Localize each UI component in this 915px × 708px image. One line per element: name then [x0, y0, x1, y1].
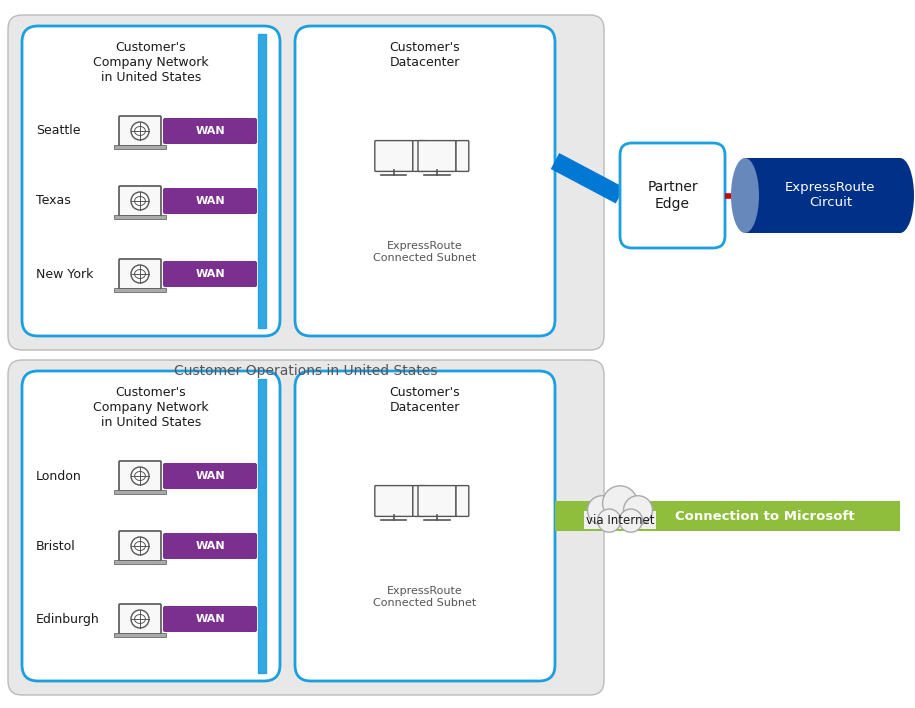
Text: WAN: WAN [195, 196, 225, 206]
Text: Customer's
Datacenter: Customer's Datacenter [390, 41, 460, 69]
FancyBboxPatch shape [22, 371, 280, 681]
FancyBboxPatch shape [163, 261, 257, 287]
Bar [555, 501, 900, 531]
Text: Bristol: Bristol [36, 539, 76, 552]
FancyBboxPatch shape [163, 118, 257, 144]
FancyBboxPatch shape [620, 143, 725, 248]
FancyBboxPatch shape [8, 360, 604, 695]
Text: Texas: Texas [36, 195, 70, 207]
Text: Partner
Edge: Partner Edge [647, 181, 698, 210]
Bar [114, 560, 166, 564]
Circle shape [623, 496, 652, 525]
Text: New York: New York [36, 268, 93, 280]
FancyBboxPatch shape [163, 606, 257, 632]
FancyBboxPatch shape [163, 188, 257, 214]
FancyBboxPatch shape [22, 26, 280, 336]
FancyBboxPatch shape [295, 26, 555, 336]
FancyBboxPatch shape [119, 259, 161, 289]
FancyBboxPatch shape [413, 486, 425, 516]
FancyBboxPatch shape [163, 463, 257, 489]
FancyBboxPatch shape [456, 486, 468, 516]
Text: ExpressRoute
Connected Subnet: ExpressRoute Connected Subnet [373, 586, 477, 607]
Text: WAN: WAN [195, 541, 225, 551]
Text: WAN: WAN [195, 126, 225, 136]
Circle shape [131, 610, 149, 628]
FancyBboxPatch shape [119, 186, 161, 216]
FancyBboxPatch shape [375, 141, 413, 171]
FancyBboxPatch shape [119, 531, 161, 561]
FancyBboxPatch shape [456, 141, 468, 171]
Text: WAN: WAN [195, 471, 225, 481]
Text: WAN: WAN [195, 269, 225, 279]
Bar [114, 288, 166, 292]
Text: Customer's
Company Network
in United States: Customer's Company Network in United Sta… [93, 386, 209, 429]
Text: WAN: WAN [195, 614, 225, 624]
Text: ExpressRoute
Connected Subnet: ExpressRoute Connected Subnet [373, 241, 477, 263]
Ellipse shape [731, 158, 759, 233]
Circle shape [131, 122, 149, 140]
FancyBboxPatch shape [8, 15, 604, 350]
FancyBboxPatch shape [418, 141, 456, 171]
Bar [584, 511, 656, 529]
Circle shape [131, 467, 149, 485]
FancyBboxPatch shape [119, 116, 161, 146]
Text: ExpressRoute
Circuit: ExpressRoute Circuit [785, 181, 876, 210]
FancyBboxPatch shape [119, 461, 161, 491]
Text: Edinburgh: Edinburgh [36, 612, 100, 625]
Bar [114, 633, 166, 637]
Bar [745, 158, 900, 233]
Bar [114, 490, 166, 494]
FancyBboxPatch shape [413, 141, 425, 171]
Circle shape [587, 496, 617, 525]
FancyBboxPatch shape [295, 371, 555, 681]
Circle shape [597, 509, 620, 532]
Text: Connection to Microsoft: Connection to Microsoft [675, 510, 855, 523]
Bar [114, 145, 166, 149]
Text: Customer's
Company Network
in United States: Customer's Company Network in United Sta… [93, 41, 209, 84]
FancyBboxPatch shape [119, 604, 161, 634]
Text: Customer's
Datacenter: Customer's Datacenter [390, 386, 460, 414]
FancyBboxPatch shape [418, 486, 456, 516]
Circle shape [619, 509, 642, 532]
Circle shape [131, 537, 149, 555]
Text: London: London [36, 469, 81, 482]
Bar [114, 215, 166, 219]
Text: via Internet: via Internet [586, 513, 654, 527]
Circle shape [131, 265, 149, 283]
Circle shape [603, 486, 638, 520]
Text: Customer Operations in United States: Customer Operations in United States [174, 364, 437, 378]
Circle shape [131, 192, 149, 210]
Ellipse shape [886, 158, 914, 233]
FancyBboxPatch shape [375, 486, 413, 516]
Text: Seattle: Seattle [36, 125, 81, 137]
FancyBboxPatch shape [163, 533, 257, 559]
